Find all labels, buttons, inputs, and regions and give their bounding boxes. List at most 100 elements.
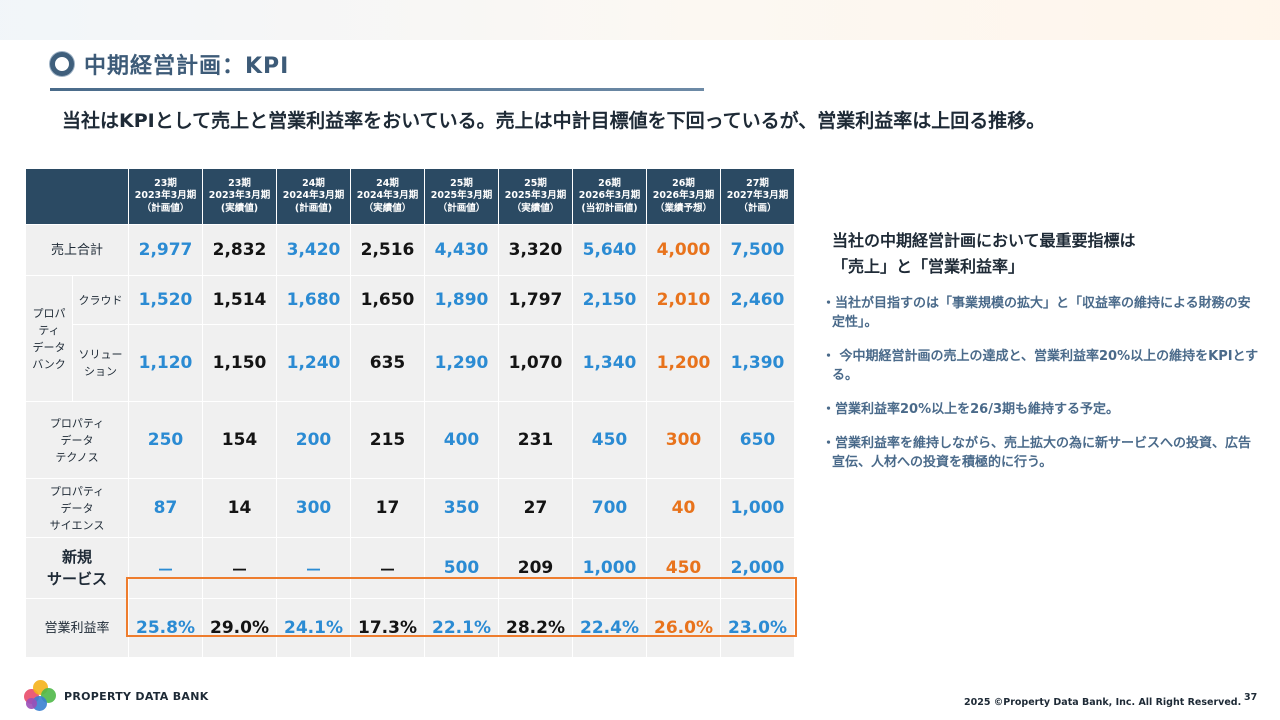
table-cell: 209: [498, 537, 573, 599]
table-cell: 3,420: [276, 224, 351, 276]
table-cell: 40: [646, 478, 721, 538]
row-label: 新規 サービス: [25, 537, 129, 599]
table-row-new-service: 新規 サービス －－－－ 500 209 1,000 450 2,000: [25, 537, 795, 599]
table-row-technos: プロパティ データ テクノス 250 154 200 215 400 231 450 300 650: [25, 401, 795, 479]
table-cell: 1,797: [498, 275, 573, 325]
title-block: 中期経営計画：KPI: [50, 46, 289, 82]
table-cell: 28.2%: [498, 598, 573, 658]
label-line: データ: [32, 340, 66, 354]
table-cell: 2,010: [646, 275, 721, 325]
label-line: データ: [60, 433, 94, 447]
table-cell: 635: [350, 324, 425, 402]
row-group-label-pdb: プロパ ティ データ バンク: [25, 275, 73, 402]
table-row-op-margin: 営業利益率 25.8% 29.0% 24.1% 17.3% 22.1% 28.2% 22.4…: [25, 598, 795, 658]
table-header-row: 23期 2023年3月期 （計画値） 23期 2023年3月期 (実績値) 24期 202…: [25, 168, 795, 225]
table-cell: 1,070: [498, 324, 573, 402]
bullet-item: ・当社が目指すのは「事業規模の拡大」と「収益率の維持による財務の安定性」。: [822, 296, 1251, 330]
copyright: 2025 ©Property Data Bank, Inc. All Right…: [964, 697, 1242, 708]
company-name: PROPERTY DATA BANK: [64, 689, 209, 703]
table-cell: 4,430: [424, 224, 499, 276]
table-cell: －: [276, 537, 351, 599]
table-cell: 24.1%: [276, 598, 351, 658]
row-label: クラウド: [72, 275, 129, 325]
table-cell: 25.8%: [128, 598, 203, 658]
table-row-solution: ソリュー ション 1,120 1,150 1,240 635 1,290 1,070 1,34…: [26, 324, 795, 402]
table-cell: 300: [276, 478, 351, 538]
table-cell: 1,340: [572, 324, 647, 402]
label-line: サービス: [46, 570, 107, 588]
row-label: プロパティ データ サイエンス: [25, 478, 129, 538]
kpi-table: 23期 2023年3月期 （計画値） 23期 2023年3月期 (実績値) 24期 202…: [25, 168, 795, 658]
table-cell: －: [202, 537, 277, 599]
table-cell: 5,640: [572, 224, 647, 276]
footer-logo: PROPERTY DATA BANK: [24, 680, 209, 712]
column-header-line: 2023年3月期: [134, 190, 197, 202]
column-header-line: 2025年3月期: [430, 190, 493, 202]
table-cell: 27: [498, 478, 573, 538]
table-cell: 1,520: [128, 275, 203, 325]
column-header: 25期 2025年3月期 （計画値）: [424, 168, 499, 225]
table-cell: 1,680: [276, 275, 351, 325]
table-cell: 1,000: [572, 537, 647, 599]
column-header: 23期 2023年3月期 （計画値）: [128, 168, 203, 225]
column-header-line: (計画値): [294, 202, 333, 214]
table-cell: 1,120: [128, 324, 203, 402]
column-header-line: 27期: [746, 177, 769, 189]
table-cell: 23.0%: [720, 598, 795, 658]
column-header: 26期 2026年3月期 (当初計画値): [572, 168, 647, 225]
table-cell: 2,977: [128, 224, 203, 276]
table-row-science: プロパティ データ サイエンス 87 14 300 17 350 27 700 40 1,000: [25, 478, 795, 538]
column-header-line: 26期: [598, 177, 621, 189]
table-cell: 1,890: [424, 275, 499, 325]
table-cell: 650: [720, 401, 795, 479]
table-row-cloud: プロパ ティ データ バンク クラウド 1,520 1,514 1,680 1,650 1,8…: [25, 275, 795, 402]
table-cell: 4,000: [646, 224, 721, 276]
column-header: 26期 2026年3月期 （業績予想）: [646, 168, 721, 225]
bullet-item: ・営業利益率を維持しながら、売上拡大の為に新サービスへの投資、広告宣伝、人材への…: [822, 436, 1252, 470]
table-cell: 1,240: [276, 324, 351, 402]
column-header-line: （実績値）: [511, 202, 560, 214]
column-header: 24期 2024年3月期 (計画値): [276, 168, 351, 225]
column-header-line: （実績値）: [363, 202, 412, 214]
table-cell: 17.3%: [350, 598, 425, 658]
table-cell: 250: [128, 401, 203, 479]
table-cell: 450: [646, 537, 721, 599]
table-cell: 17: [350, 478, 425, 538]
table-cell: 1,150: [202, 324, 277, 402]
side-bullets: ・当社が目指すのは「事業規模の拡大」と「収益率の維持による財務の安定性」。 ・ …: [822, 294, 1262, 487]
table-cell: 22.4%: [572, 598, 647, 658]
column-header-line: 26期: [672, 177, 695, 189]
table-cell: 1,290: [424, 324, 499, 402]
column-header-line: （計画値）: [141, 202, 190, 214]
table-cell: 22.1%: [424, 598, 499, 658]
label-line: テクノス: [55, 450, 99, 464]
header-corner: [25, 168, 129, 225]
table-cell: 154: [202, 401, 277, 479]
column-header-line: (当初計画値): [581, 202, 638, 214]
page-subtitle: 当社はKPIとして売上と営業利益率をおいている。売上は中計目標値を下回っているが…: [62, 110, 1046, 132]
table-cell: 200: [276, 401, 351, 479]
table-cell: 2,000: [720, 537, 795, 599]
table-cell: 26.0%: [646, 598, 721, 658]
row-label: ソリュー ション: [72, 324, 129, 402]
table-cell: 29.0%: [202, 598, 277, 658]
column-header: 23期 2023年3月期 (実績値): [202, 168, 277, 225]
row-label: プロパティデータテクノス: [25, 401, 129, 479]
table-cell: 2,832: [202, 224, 277, 276]
table-cell: 500: [424, 537, 499, 599]
column-header-line: 2026年3月期: [652, 190, 715, 202]
table-cell: 1,000: [720, 478, 795, 538]
label-line: ティ: [38, 323, 60, 337]
top-gradient: [0, 0, 1280, 40]
column-header-line: 23期: [154, 177, 177, 189]
table-cell: 1,200: [646, 324, 721, 402]
table-cell: 1,650: [350, 275, 425, 325]
table-cell: －: [128, 537, 203, 599]
table-cell: 350: [424, 478, 499, 538]
column-header-line: 25期: [524, 177, 547, 189]
table-cell: 215: [350, 401, 425, 479]
table-cell: 1,514: [202, 275, 277, 325]
label-line: プロパティ: [49, 416, 105, 430]
company-logo-icon: [24, 680, 58, 712]
title-bullet-icon: [50, 52, 74, 76]
